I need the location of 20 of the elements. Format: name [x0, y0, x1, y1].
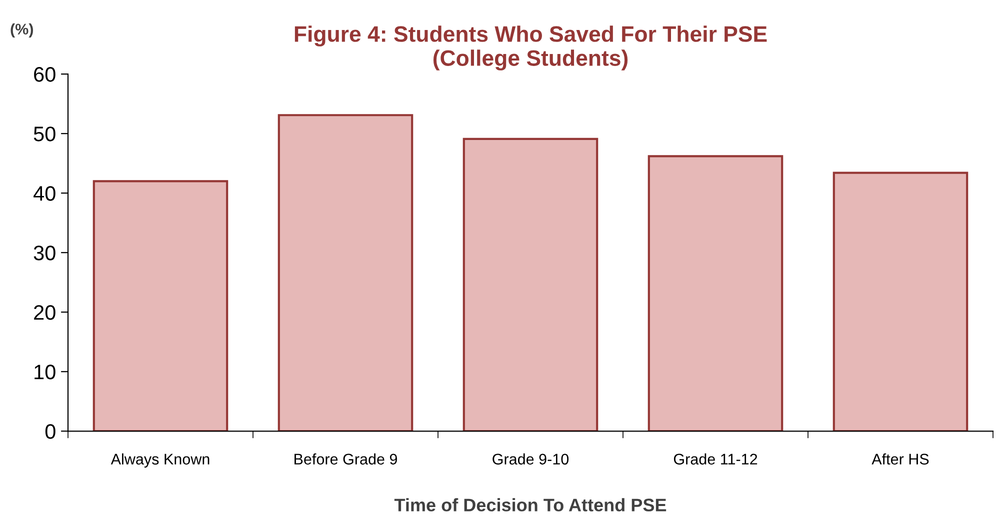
y-tick-label: 60: [34, 67, 56, 82]
y-tick-label: 30: [34, 246, 56, 260]
x-tick-label: Grade 9-10: [492, 453, 569, 465]
bar: [92, 180, 228, 432]
x-tick-label: Always Known: [110, 453, 210, 468]
y-tick-label: 10: [34, 364, 56, 380]
y-axis-title: (%): [10, 23, 33, 38]
x-axis-title: Time of Decision To Attend PSE: [394, 498, 666, 512]
y-tick-label: 50: [34, 126, 56, 142]
bar: [278, 114, 414, 432]
y-tick-label: 0: [45, 424, 56, 439]
x-tick-label: After HS: [872, 453, 929, 465]
bar: [648, 155, 784, 432]
bar: [462, 138, 598, 432]
x-tick-label: Grade 11-12: [674, 453, 758, 465]
y-tick-label: 40: [34, 186, 56, 201]
chart-title: Figure 4: Students Who Saved For Their PSE (College Students): [294, 26, 767, 70]
bar: [832, 172, 968, 432]
x-tick-label: Before Grade 9: [294, 453, 398, 465]
y-tick-label: 20: [34, 305, 56, 320]
